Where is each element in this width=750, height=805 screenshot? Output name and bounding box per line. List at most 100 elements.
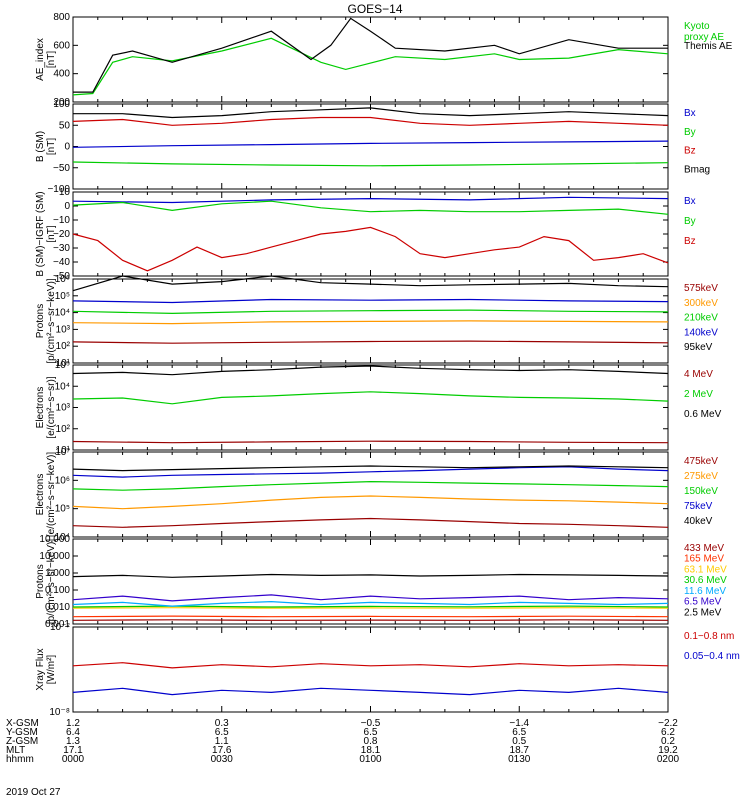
legend-entry: 75keV: [684, 501, 713, 512]
panel-2: −100 −50 0 50 100 B (SM) [nT] Bx By Bz Bmag: [35, 99, 710, 195]
legend-entry: 0.6 MeV: [684, 409, 722, 420]
legend-entry: 2.5 MeV: [684, 607, 722, 618]
footer-value: 0000: [62, 754, 85, 765]
footer-value: 0.2: [661, 736, 675, 747]
footer-value: 0030: [211, 754, 234, 765]
ytick-label: 600: [53, 40, 70, 51]
series-line: [72, 275, 669, 292]
y-axis-label: [nT]: [46, 51, 57, 68]
y-axis-label: [nT]: [46, 225, 57, 242]
ytick-label: −50: [53, 163, 70, 174]
y-axis-label: Electrons: [35, 387, 46, 429]
series-line: [72, 440, 669, 444]
ytick-label: 0: [64, 201, 70, 212]
legend-entry: 210keV: [684, 313, 718, 324]
ytick-label: 10³: [56, 403, 71, 414]
series-line: [72, 480, 669, 491]
legend-entry: 275keV: [684, 471, 718, 482]
ytick-label: 10.000: [39, 551, 70, 562]
footer-value: −0.5: [361, 718, 381, 729]
legend-entry: 63.1 MeV: [684, 564, 727, 575]
footer-row-label: X-GSM: [6, 718, 39, 729]
y-axis-label: Xray Flux: [35, 648, 46, 690]
legend-entry: By: [684, 127, 696, 138]
footer-row-label: Y-GSM: [6, 727, 38, 738]
footer-value: 17.6: [212, 745, 232, 756]
ytick-label: 10²: [56, 424, 71, 435]
series-line: [72, 37, 669, 96]
series-line: [72, 298, 669, 304]
legend-entry: 433 MeV: [684, 543, 724, 554]
panel-frame: [72, 191, 669, 277]
series-line: [72, 607, 669, 609]
series-line: [72, 391, 669, 405]
series-line: [72, 309, 669, 315]
ytick-label: 10⁻⁸: [49, 707, 70, 718]
ytick-label: 100: [53, 99, 70, 110]
y-axis-label: [W/m²]: [46, 655, 57, 685]
y-axis-label: AE_index: [35, 38, 46, 81]
series-line: [72, 340, 669, 344]
date-label: 2019 Oct 27: [6, 787, 61, 798]
series-line: [73, 17, 668, 93]
series-line: [72, 116, 669, 126]
ytick-label: 0.010: [45, 602, 70, 613]
legend-entry: 150keV: [684, 486, 718, 497]
footer-value: 18.1: [361, 745, 381, 756]
legend-entry: Bz: [684, 236, 696, 247]
legend-entry: proxy AE: [684, 32, 724, 43]
series-line: [72, 196, 669, 204]
ytick-label: 10⁴: [55, 532, 70, 543]
series-line: [72, 320, 669, 325]
footer-value: 0100: [359, 754, 382, 765]
series-line: [72, 517, 669, 528]
ytick-label: 10¹: [56, 445, 71, 456]
ytick-label: −10: [53, 215, 70, 226]
legend-entry: 0.05−0.4 nm: [684, 651, 740, 662]
y-axis-label: [p/(cm²−s−sr−keV)]: [46, 539, 57, 625]
series-line: [72, 605, 669, 608]
ytick-label: 10⁻⁷: [50, 622, 70, 633]
legend-entry: 30.6 MeV: [684, 575, 727, 586]
series-line: [72, 365, 669, 376]
series-line: [73, 107, 669, 119]
ytick-label: 10: [59, 187, 71, 198]
panel-frame: [72, 538, 669, 625]
footer-value: 17.1: [63, 745, 83, 756]
footer-row-label: Z-GSM: [6, 736, 38, 747]
legend-entry: 0.1−0.8 nm: [684, 631, 734, 642]
footer-value: 0130: [508, 754, 531, 765]
ytick-label: 10⁵: [55, 360, 70, 371]
footer-value: 6.5: [364, 727, 378, 738]
footer-value: 1.3: [66, 736, 80, 747]
footer-value: −1.4: [509, 718, 529, 729]
y-axis-label: [nT]: [46, 138, 57, 155]
footer-value: 0200: [657, 754, 680, 765]
series-line: [72, 495, 669, 510]
legend-entry: Bx: [684, 108, 696, 119]
y-axis-label: B (SM): [35, 131, 46, 162]
series-line: [72, 619, 669, 621]
y-axis-label: Electrons: [35, 474, 46, 516]
legend-entry: 4 MeV: [684, 369, 713, 380]
panel-5: 10¹ 10² 10³ 10⁴ 10⁵ Electrons [e/(cm²−s−sr)] 4 …: [35, 360, 722, 456]
series-line: [72, 200, 669, 215]
panel-4: 10¹ 10² 10³ 10⁴ 10⁵ 10⁶ Protons [p/(cm²−s−sr−ke…: [35, 274, 718, 369]
footer-value: 6.2: [661, 727, 675, 738]
ytick-label: 10¹: [56, 358, 71, 369]
ytick-label: 10⁴: [55, 308, 70, 319]
ytick-label: 50: [59, 120, 71, 131]
legend-entry: 95keV: [684, 342, 713, 353]
legend-entry: 140keV: [684, 327, 718, 338]
legend-entry: Bx: [684, 196, 696, 207]
series-line: [72, 161, 669, 167]
ytick-label: 10⁵: [55, 291, 70, 302]
series-line: [72, 594, 669, 602]
ytick-label: 10²: [56, 341, 71, 352]
footer-value: 0.8: [364, 736, 378, 747]
footer-value: 6.5: [215, 727, 229, 738]
